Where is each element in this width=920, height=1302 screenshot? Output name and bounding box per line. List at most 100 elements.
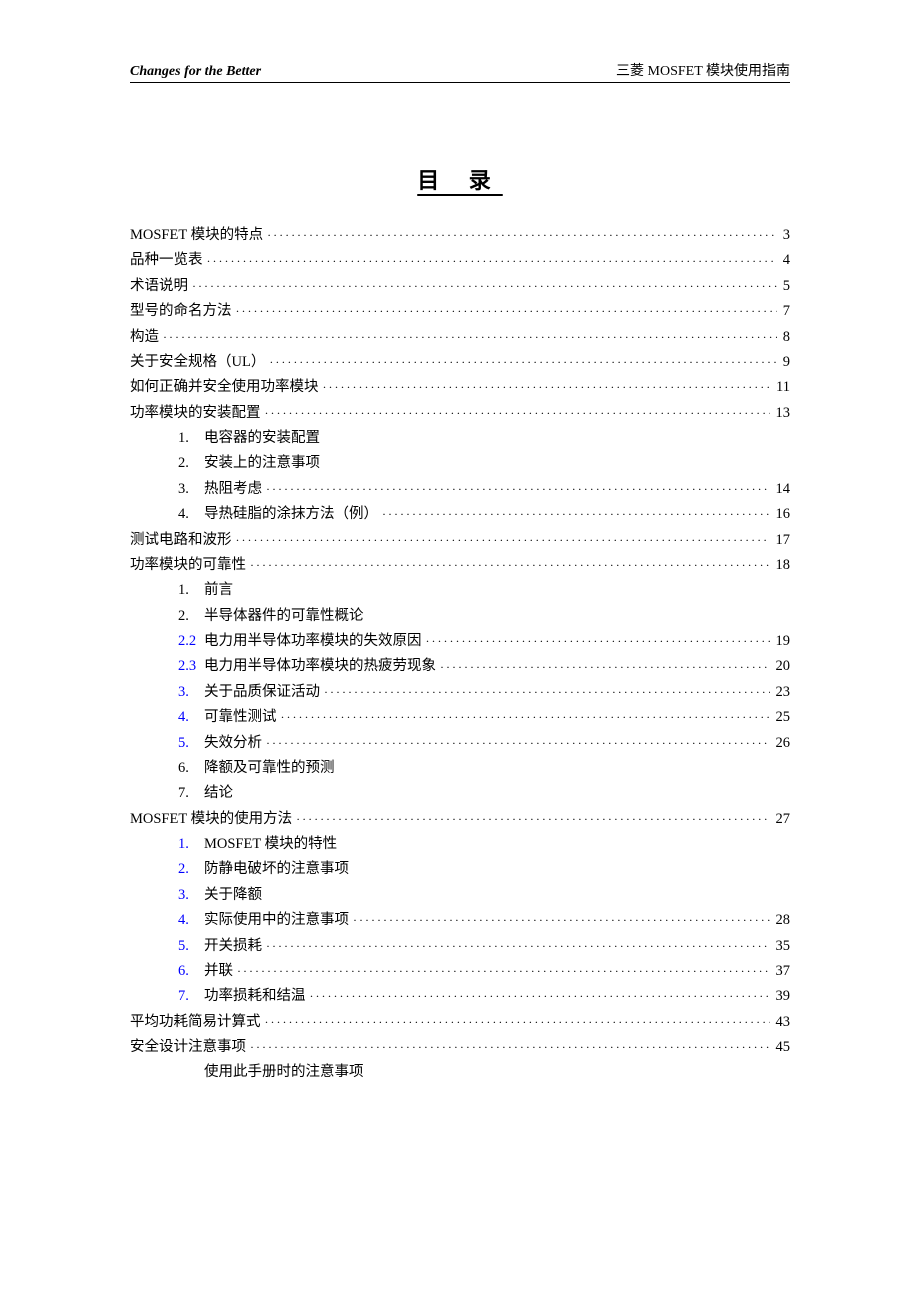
toc-leader-dots xyxy=(382,502,770,527)
toc-leader-dots xyxy=(310,984,770,1009)
toc-entry-text: 失效分析 xyxy=(204,731,262,756)
toc-page-number: 16 xyxy=(774,502,791,527)
toc-entry-text: 关于品质保证活动 xyxy=(204,680,320,705)
toc-entry-number: 7. xyxy=(178,781,204,806)
toc-entry-number: 2. xyxy=(178,604,204,629)
toc-leader-dots xyxy=(269,350,776,375)
toc-entry-text: 电力用半导体功率模块的失效原因 xyxy=(204,629,422,654)
header-right-text: 三菱 MOSFET 模块使用指南 xyxy=(616,60,790,80)
toc-entry: 1.电容器的安装配置 xyxy=(130,426,790,451)
toc-page-number: 5 xyxy=(781,274,790,299)
toc-entry: 测试电路和波形17 xyxy=(130,528,790,553)
toc-leader-dots xyxy=(250,1035,770,1060)
toc-entry-number: 2.2 xyxy=(178,629,204,654)
toc-page-number: 9 xyxy=(781,350,790,375)
toc-leader-dots xyxy=(426,629,770,654)
toc-leader-dots xyxy=(324,680,770,705)
toc-entry-text: 如何正确并安全使用功率模块 xyxy=(130,375,319,400)
toc-page-number: 23 xyxy=(774,680,791,705)
toc-entry-text: 可靠性测试 xyxy=(204,705,277,730)
toc-entry[interactable]: 4.实际使用中的注意事项28 xyxy=(130,908,790,933)
toc-page-number: 4 xyxy=(781,248,790,273)
toc-entry-number: 1. xyxy=(178,426,204,451)
toc-page-number: 43 xyxy=(774,1010,791,1035)
toc-leader-dots xyxy=(440,654,770,679)
toc-entry-text: 降额及可靠性的预测 xyxy=(204,756,335,781)
toc-entry: 3.热阻考虑14 xyxy=(130,477,790,502)
toc-leader-dots xyxy=(267,223,777,248)
toc-leader-dots xyxy=(353,908,770,933)
toc-entry[interactable]: 7.功率损耗和结温39 xyxy=(130,984,790,1009)
toc-entry-text: 安装上的注意事项 xyxy=(204,451,320,476)
toc-entry-number: 2.3 xyxy=(178,654,204,679)
toc-entry-text: 功率损耗和结温 xyxy=(204,984,306,1009)
toc-entry-text: 关于安全规格（UL） xyxy=(130,350,265,375)
toc-page-number: 45 xyxy=(774,1035,791,1060)
toc-entry-number: 4. xyxy=(178,705,204,730)
toc-entry: 构造8 xyxy=(130,325,790,350)
toc-entry-number: 2. xyxy=(178,857,204,882)
toc-entry[interactable]: 2.防静电破坏的注意事项 xyxy=(130,857,790,882)
toc-entry[interactable]: 5.开关损耗35 xyxy=(130,934,790,959)
toc-entry[interactable]: 1.MOSFET 模块的特性 xyxy=(130,832,790,857)
toc-entry-text: 电容器的安装配置 xyxy=(204,426,320,451)
toc-entry-number: 6. xyxy=(178,959,204,984)
toc-entry-text: 测试电路和波形 xyxy=(130,528,232,553)
toc-leader-dots xyxy=(250,553,770,578)
toc-leader-dots xyxy=(236,528,770,553)
toc-leader-dots xyxy=(265,1010,770,1035)
document-page: Changes for the Better 三菱 MOSFET 模块使用指南 … xyxy=(0,0,920,1146)
toc-entry[interactable]: 5.失效分析 26 xyxy=(130,731,790,756)
toc-entry-number: 3. xyxy=(178,883,204,908)
toc-entry: 术语说明5 xyxy=(130,274,790,299)
toc-entry-number: 6. xyxy=(178,756,204,781)
toc-entry[interactable]: 2.2电力用半导体功率模块的失效原因 19 xyxy=(130,629,790,654)
toc-entry: 2.半导体器件的可靠性概论 xyxy=(130,604,790,629)
toc-entry-number: 5. xyxy=(178,731,204,756)
toc-page-number: 19 xyxy=(774,629,791,654)
toc-entry-number: 2. xyxy=(178,451,204,476)
toc-page-number: 26 xyxy=(774,731,791,756)
toc-page-number: 14 xyxy=(774,477,791,502)
toc-entry: 使用此手册时的注意事项 xyxy=(130,1060,790,1085)
toc-entry-number: 4. xyxy=(178,908,204,933)
toc-page-number: 20 xyxy=(774,654,791,679)
toc-page-number: 27 xyxy=(774,807,791,832)
toc-entry-number: 4. xyxy=(178,502,204,527)
toc-entry: 功率模块的安装配置13 xyxy=(130,401,790,426)
toc-entry: MOSFET 模块的使用方法 27 xyxy=(130,807,790,832)
toc-entry: 平均功耗简易计算式43 xyxy=(130,1010,790,1035)
toc-entry: 7.结论 xyxy=(130,781,790,806)
toc-title: 目 录 xyxy=(130,163,790,195)
toc-entry[interactable]: 3.关于品质保证活动23 xyxy=(130,680,790,705)
toc-entry-text: 前言 xyxy=(204,578,233,603)
toc-entry-text: 型号的命名方法 xyxy=(130,299,232,324)
toc-page-number: 35 xyxy=(774,934,791,959)
toc-page-number: 3 xyxy=(781,223,790,248)
toc-entry[interactable]: 4.可靠性测试 25 xyxy=(130,705,790,730)
toc-entry[interactable]: 3.关于降额 xyxy=(130,883,790,908)
toc-entry: 关于安全规格（UL） 9 xyxy=(130,350,790,375)
toc-page-number: 25 xyxy=(774,705,791,730)
toc-page-number: 37 xyxy=(774,959,791,984)
toc-leader-dots xyxy=(266,477,770,502)
toc-leader-dots xyxy=(266,731,770,756)
toc-entry-number: 5. xyxy=(178,934,204,959)
toc-entry: 型号的命名方法7 xyxy=(130,299,790,324)
toc-entry: MOSFET 模块的特点 3 xyxy=(130,223,790,248)
toc-entry[interactable]: 6.并联37 xyxy=(130,959,790,984)
toc-entry-text: 电力用半导体功率模块的热疲劳现象 xyxy=(204,654,436,679)
toc-entry-text: MOSFET 模块的特性 xyxy=(204,832,337,857)
toc-leader-dots xyxy=(266,934,770,959)
toc-entry-text: 导热硅脂的涂抹方法（例） xyxy=(204,502,378,527)
toc-page-number: 11 xyxy=(774,375,790,400)
table-of-contents: MOSFET 模块的特点3品种一览表4术语说明5型号的命名方法7构造8关于安全规… xyxy=(130,223,790,1086)
toc-entry: 1.前言 xyxy=(130,578,790,603)
toc-leader-dots xyxy=(236,299,777,324)
toc-entry[interactable]: 2.3电力用半导体功率模块的热疲劳现象 20 xyxy=(130,654,790,679)
toc-leader-dots xyxy=(207,248,777,273)
toc-entry-text: MOSFET 模块的特点 xyxy=(130,223,263,248)
toc-leader-dots xyxy=(192,274,777,299)
toc-entry: 安全设计注意事项45 xyxy=(130,1035,790,1060)
toc-entry-text: MOSFET 模块的使用方法 xyxy=(130,807,292,832)
